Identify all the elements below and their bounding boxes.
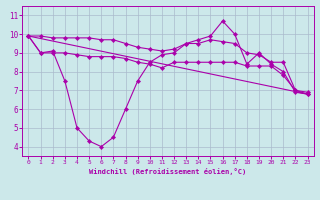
X-axis label: Windchill (Refroidissement éolien,°C): Windchill (Refroidissement éolien,°C): [89, 168, 247, 175]
